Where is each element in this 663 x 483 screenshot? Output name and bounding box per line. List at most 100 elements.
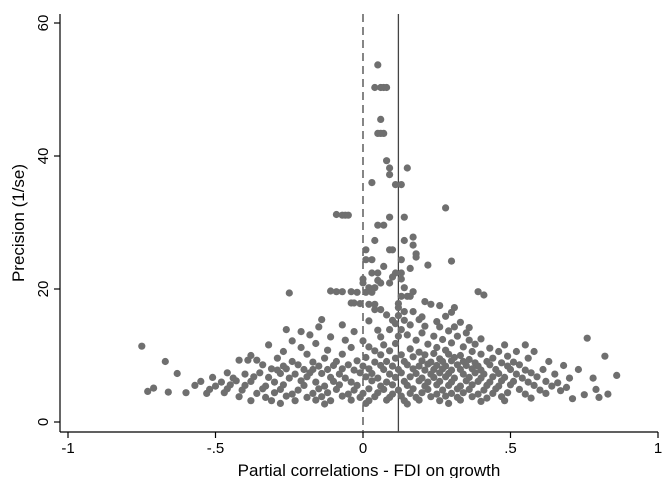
data-point [447,357,456,365]
data-point [383,311,391,319]
y-tick-label: 0 [35,418,52,426]
data-point [462,329,470,337]
data-point [347,343,355,352]
data-point [312,339,320,348]
data-point [356,300,364,308]
data-point [374,221,382,229]
data-point [459,370,467,378]
data-point [489,389,497,397]
data-point [583,334,591,342]
y-tick-label: 40 [35,148,52,165]
data-point [501,397,509,405]
data-point [209,373,217,381]
data-point [338,321,346,329]
data-point [276,369,284,378]
data-point [418,389,426,397]
data-point [391,181,400,189]
data-point [512,370,521,378]
data-point [315,323,323,331]
data-point [447,257,456,265]
data-point [604,390,612,398]
data-point [365,300,373,308]
data-point [589,374,597,382]
data-point [344,390,352,398]
data-point [332,385,340,393]
data-point [350,366,358,374]
data-point [309,358,317,366]
data-point [474,390,482,398]
data-point [415,377,423,385]
data-point [415,362,423,370]
data-point [436,302,444,310]
data-point [442,204,450,212]
data-point [397,351,405,359]
data-point [415,348,423,356]
data-point [456,318,464,326]
data-point [386,326,394,334]
data-point [456,351,464,360]
data-point [562,383,571,391]
data-point [424,385,432,393]
data-point [388,273,397,281]
data-point [465,324,473,332]
data-point [303,373,311,381]
data-point [480,291,488,299]
data-point [521,390,529,398]
data-point [427,300,435,308]
data-point [138,342,146,350]
data-point [383,378,391,386]
data-point [380,385,388,393]
data-point [506,365,515,374]
data-point [433,343,441,352]
data-point [303,393,311,401]
data-point [388,381,397,389]
data-point [418,357,426,365]
data-point [368,377,376,385]
data-point [391,320,400,328]
data-point [456,396,464,404]
data-point [501,341,509,349]
data-point [397,181,405,189]
data-point [447,339,456,347]
data-point [362,246,370,254]
data-point [397,369,405,377]
data-point [565,374,574,382]
data-point [371,393,379,401]
data-point [344,211,352,219]
data-point [350,299,358,307]
data-point [371,358,379,366]
data-point [270,378,279,386]
data-point [477,350,485,358]
data-point [267,365,276,373]
data-point [436,397,444,405]
data-point [504,389,512,397]
data-point [400,236,408,245]
data-point [400,284,408,292]
data-point [439,386,447,394]
data-point [368,269,376,277]
data-point [259,361,267,369]
data-point [386,171,394,179]
data-point [306,331,314,339]
data-point [386,164,394,172]
data-point [386,370,394,378]
data-point [291,397,299,405]
data-point [391,339,400,348]
data-point [394,312,402,320]
data-point [359,362,367,370]
data-point [374,61,382,69]
data-point [362,256,370,264]
data-point [223,369,231,377]
data-point [498,359,506,367]
data-point [406,292,414,300]
data-point [421,322,429,330]
data-point [288,357,296,366]
data-point [453,332,461,340]
data-point [480,386,488,394]
data-point [427,393,435,401]
data-point [362,373,370,381]
data-point [430,332,438,340]
x-tick-label: .5 [504,440,517,457]
data-point [506,381,515,389]
